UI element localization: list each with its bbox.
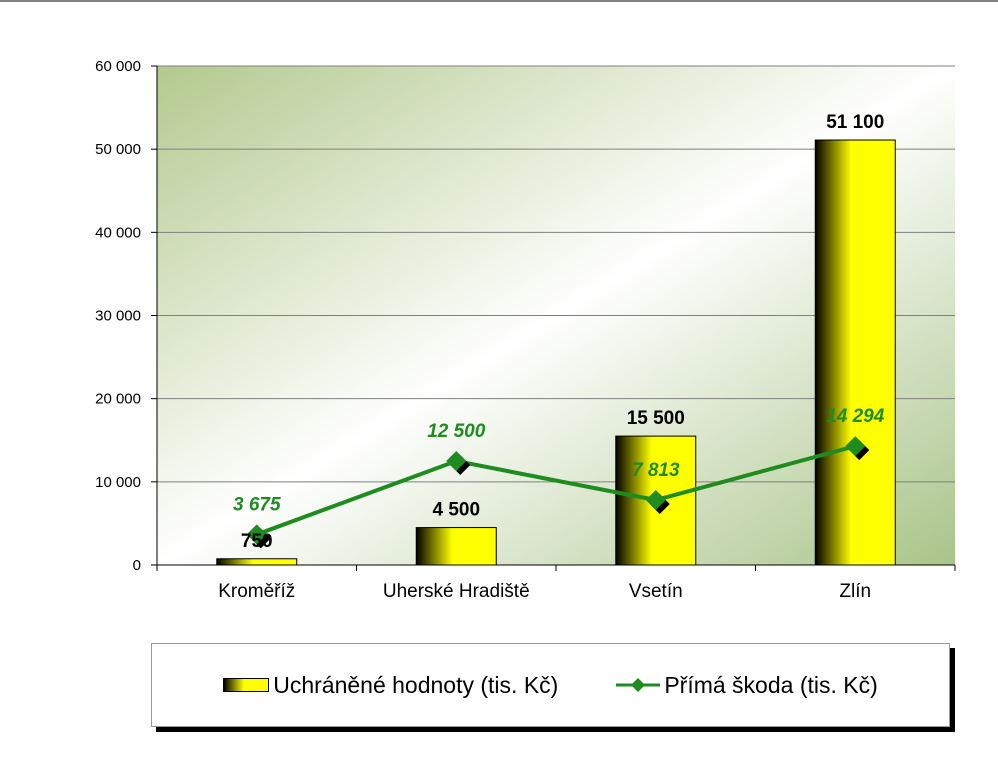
bar-value-label: 15 500 bbox=[627, 408, 685, 429]
series-line bbox=[256, 444, 856, 537]
y-tick-label: 10 000 bbox=[95, 474, 141, 491]
bar-value-label: 4 500 bbox=[432, 500, 480, 521]
line-value-label: 7 813 bbox=[632, 460, 680, 481]
line-value-label: 14 294 bbox=[826, 406, 885, 427]
line-value-label: 3 675 bbox=[233, 494, 281, 515]
bar bbox=[814, 139, 896, 566]
x-tick-label: Uherské Hradiště bbox=[383, 581, 530, 602]
series-point bbox=[446, 451, 467, 472]
bar-value-label: 51 100 bbox=[826, 112, 884, 133]
bar bbox=[415, 527, 497, 566]
bar-value-label: 750 bbox=[241, 531, 273, 552]
series-point bbox=[246, 524, 267, 545]
legend-label-line: Přímá škoda (tis. Kč) bbox=[664, 671, 878, 698]
series-point bbox=[645, 490, 666, 511]
bar bbox=[216, 558, 298, 566]
x-tick-label: Vsetín bbox=[629, 581, 683, 602]
x-tick-label: Zlín bbox=[839, 581, 871, 602]
legend: Uchráněné hodnoty (tis. Kč) Přímá škoda … bbox=[151, 643, 950, 727]
legend-item-bars: Uchráněné hodnoty (tis. Kč) bbox=[223, 672, 558, 699]
y-tick-label: 60 000 bbox=[95, 58, 141, 75]
y-tick-label: 50 000 bbox=[95, 141, 141, 158]
line-value-label: 12 500 bbox=[427, 421, 486, 442]
y-tick-label: 0 bbox=[133, 557, 141, 574]
axes: 0 10 000 20 000 30 000 40 000 50 000 60 000 Kro… bbox=[95, 58, 956, 602]
series-point bbox=[845, 436, 866, 457]
x-tick-label: Kroměříž bbox=[218, 581, 295, 602]
legend-line-swatch bbox=[616, 678, 661, 692]
legend-label-bars: Uchráněné hodnoty (tis. Kč) bbox=[273, 671, 559, 698]
y-tick-label: 30 000 bbox=[95, 308, 141, 325]
data-labels: 750 4 500 15 500 51 100 3 675 12 500 7 813 14 2… bbox=[233, 112, 885, 552]
bar-series bbox=[216, 139, 896, 566]
legend-item-line: Přímá škoda (tis. Kč) bbox=[616, 671, 878, 699]
legend-bar-swatch bbox=[223, 678, 270, 692]
y-tick-label: 40 000 bbox=[95, 224, 141, 241]
y-tick-label: 20 000 bbox=[95, 391, 141, 408]
line-series bbox=[246, 436, 870, 549]
